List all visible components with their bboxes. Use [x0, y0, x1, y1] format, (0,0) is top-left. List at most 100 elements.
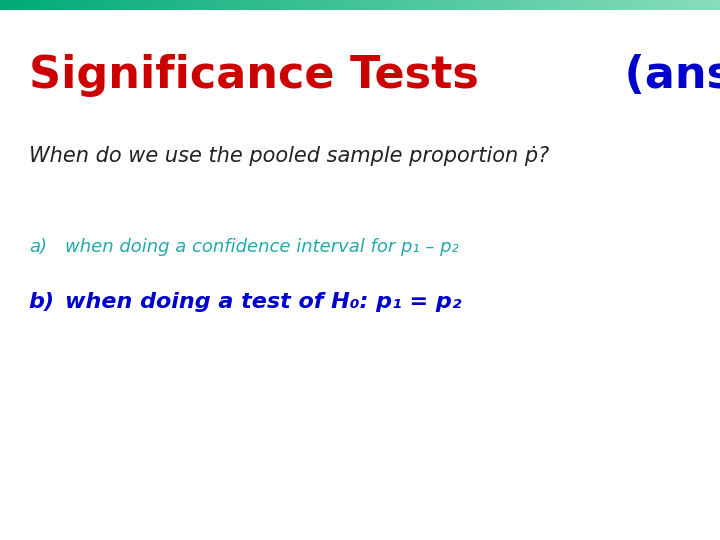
FancyBboxPatch shape	[274, 0, 281, 10]
FancyBboxPatch shape	[576, 0, 583, 10]
FancyBboxPatch shape	[230, 0, 238, 10]
FancyBboxPatch shape	[94, 0, 101, 10]
Text: (answer): (answer)	[609, 54, 720, 97]
FancyBboxPatch shape	[461, 0, 468, 10]
FancyBboxPatch shape	[72, 0, 79, 10]
FancyBboxPatch shape	[346, 0, 353, 10]
FancyBboxPatch shape	[7, 0, 14, 10]
FancyBboxPatch shape	[137, 0, 144, 10]
FancyBboxPatch shape	[266, 0, 274, 10]
FancyBboxPatch shape	[612, 0, 619, 10]
FancyBboxPatch shape	[238, 0, 245, 10]
Text: when doing a confidence interval for p₁ – p₂: when doing a confidence interval for p₁ …	[65, 238, 459, 255]
FancyBboxPatch shape	[497, 0, 504, 10]
FancyBboxPatch shape	[14, 0, 22, 10]
FancyBboxPatch shape	[504, 0, 511, 10]
FancyBboxPatch shape	[144, 0, 151, 10]
FancyBboxPatch shape	[353, 0, 360, 10]
FancyBboxPatch shape	[223, 0, 230, 10]
FancyBboxPatch shape	[432, 0, 439, 10]
FancyBboxPatch shape	[677, 0, 684, 10]
Text: a): a)	[29, 238, 47, 255]
FancyBboxPatch shape	[79, 0, 86, 10]
FancyBboxPatch shape	[209, 0, 216, 10]
FancyBboxPatch shape	[396, 0, 403, 10]
FancyBboxPatch shape	[619, 0, 626, 10]
FancyBboxPatch shape	[518, 0, 526, 10]
FancyBboxPatch shape	[410, 0, 418, 10]
FancyBboxPatch shape	[29, 0, 36, 10]
FancyBboxPatch shape	[202, 0, 209, 10]
FancyBboxPatch shape	[281, 0, 288, 10]
FancyBboxPatch shape	[108, 0, 115, 10]
FancyBboxPatch shape	[598, 0, 605, 10]
FancyBboxPatch shape	[562, 0, 569, 10]
FancyBboxPatch shape	[0, 0, 7, 10]
FancyBboxPatch shape	[655, 0, 662, 10]
Text: b): b)	[29, 292, 55, 312]
Text: Significance Tests: Significance Tests	[29, 54, 479, 97]
FancyBboxPatch shape	[374, 0, 382, 10]
FancyBboxPatch shape	[122, 0, 130, 10]
FancyBboxPatch shape	[698, 0, 706, 10]
FancyBboxPatch shape	[403, 0, 410, 10]
FancyBboxPatch shape	[706, 0, 713, 10]
FancyBboxPatch shape	[490, 0, 497, 10]
FancyBboxPatch shape	[22, 0, 29, 10]
FancyBboxPatch shape	[43, 0, 50, 10]
FancyBboxPatch shape	[439, 0, 446, 10]
FancyBboxPatch shape	[194, 0, 202, 10]
FancyBboxPatch shape	[626, 0, 634, 10]
FancyBboxPatch shape	[58, 0, 65, 10]
FancyBboxPatch shape	[382, 0, 389, 10]
FancyBboxPatch shape	[36, 0, 43, 10]
FancyBboxPatch shape	[475, 0, 482, 10]
FancyBboxPatch shape	[324, 0, 331, 10]
FancyBboxPatch shape	[684, 0, 691, 10]
FancyBboxPatch shape	[446, 0, 454, 10]
FancyBboxPatch shape	[187, 0, 194, 10]
FancyBboxPatch shape	[259, 0, 266, 10]
FancyBboxPatch shape	[511, 0, 518, 10]
FancyBboxPatch shape	[310, 0, 317, 10]
FancyBboxPatch shape	[590, 0, 598, 10]
FancyBboxPatch shape	[367, 0, 374, 10]
FancyBboxPatch shape	[180, 0, 187, 10]
FancyBboxPatch shape	[648, 0, 655, 10]
FancyBboxPatch shape	[130, 0, 137, 10]
FancyBboxPatch shape	[547, 0, 554, 10]
FancyBboxPatch shape	[634, 0, 641, 10]
FancyBboxPatch shape	[554, 0, 562, 10]
FancyBboxPatch shape	[482, 0, 490, 10]
FancyBboxPatch shape	[713, 0, 720, 10]
FancyBboxPatch shape	[252, 0, 259, 10]
FancyBboxPatch shape	[418, 0, 425, 10]
FancyBboxPatch shape	[158, 0, 166, 10]
FancyBboxPatch shape	[302, 0, 310, 10]
Text: when doing a test of H₀: p₁ = p₂: when doing a test of H₀: p₁ = p₂	[65, 292, 462, 312]
FancyBboxPatch shape	[641, 0, 648, 10]
FancyBboxPatch shape	[454, 0, 461, 10]
FancyBboxPatch shape	[288, 0, 295, 10]
FancyBboxPatch shape	[533, 0, 540, 10]
FancyBboxPatch shape	[166, 0, 173, 10]
FancyBboxPatch shape	[569, 0, 576, 10]
FancyBboxPatch shape	[86, 0, 94, 10]
FancyBboxPatch shape	[360, 0, 367, 10]
FancyBboxPatch shape	[389, 0, 396, 10]
FancyBboxPatch shape	[338, 0, 346, 10]
FancyBboxPatch shape	[425, 0, 432, 10]
FancyBboxPatch shape	[317, 0, 324, 10]
FancyBboxPatch shape	[526, 0, 533, 10]
FancyBboxPatch shape	[65, 0, 72, 10]
FancyBboxPatch shape	[50, 0, 58, 10]
FancyBboxPatch shape	[662, 0, 670, 10]
Text: When do we use the pooled sample proportion ṗ?: When do we use the pooled sample proport…	[29, 146, 549, 166]
FancyBboxPatch shape	[101, 0, 108, 10]
FancyBboxPatch shape	[173, 0, 180, 10]
FancyBboxPatch shape	[605, 0, 612, 10]
FancyBboxPatch shape	[540, 0, 547, 10]
FancyBboxPatch shape	[151, 0, 158, 10]
FancyBboxPatch shape	[295, 0, 302, 10]
FancyBboxPatch shape	[331, 0, 338, 10]
